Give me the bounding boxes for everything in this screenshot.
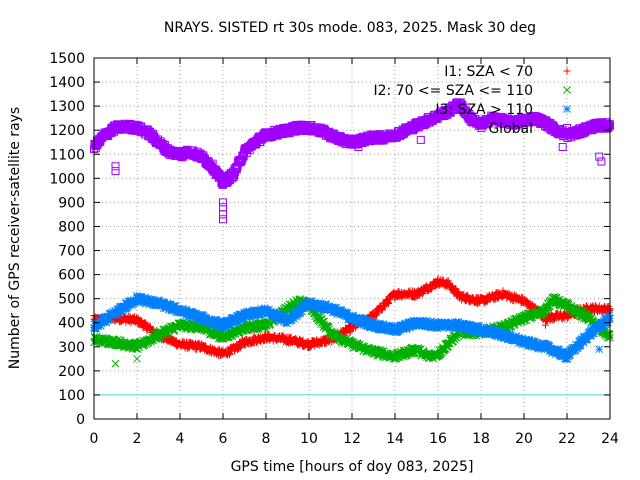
data-point [385,300,393,308]
outlier-point [595,345,604,354]
x-tick-label: 4 [176,431,185,447]
y-tick-label: 1300 [49,99,85,115]
data-point [324,323,333,331]
data-point [226,350,234,358]
y-tick-label: 0 [76,412,85,428]
x-tick-label: 18 [472,431,490,447]
y-tick-label: 800 [58,219,85,235]
x-tick-label: 6 [219,431,228,447]
outliers [595,345,604,354]
y-tick-label: 300 [58,340,85,356]
y-tick-label: 400 [58,316,85,332]
y-tick-label: 1000 [49,171,85,187]
data-point [373,311,381,319]
y-tick-label: 1400 [49,75,85,91]
y-tick-label: 1100 [49,147,85,163]
x-tick-label: 14 [386,431,404,447]
y-tick-label: 700 [58,244,85,260]
legend-label: I2: 70 <= SZA <= 110 [373,83,533,99]
y-tick-label: 600 [58,268,85,284]
legend-marker-glyph [563,105,571,113]
series-group [90,98,614,368]
x-tick-label: 2 [133,431,142,447]
x-tick-label: 10 [300,431,318,447]
legend-label: Global [488,121,533,137]
x-tick-label: 16 [429,431,447,447]
x-tick-label: 22 [558,431,576,447]
y-tick-label: 100 [58,388,85,404]
data-point [346,328,354,336]
x-tick-label: 20 [515,431,533,447]
x-tick-label: 24 [601,431,619,447]
y-axis-label: Number of GPS receiver-satellite rays [7,107,23,369]
legend-marker [563,105,571,113]
y-tick-label: 500 [58,292,85,308]
x-tick-label: 12 [343,431,361,447]
y-tick-label: 200 [58,364,85,380]
legend-label: I3: SZA > 110 [435,102,533,118]
legend-label: I1: SZA < 70 [444,64,533,80]
x-axis-label: GPS time [hours of doy 083, 2025] [231,459,474,475]
y-tick-label: 1200 [49,123,85,139]
chart-title: NRAYS. SISTED rt 30s mode. 083, 2025. Ma… [164,20,536,36]
y-tick-label: 900 [58,195,85,211]
x-tick-label: 0 [90,431,99,447]
data-point [237,344,245,352]
grid [94,58,610,419]
y-tick-label: 1500 [49,51,85,67]
x-tick-label: 8 [262,431,271,447]
